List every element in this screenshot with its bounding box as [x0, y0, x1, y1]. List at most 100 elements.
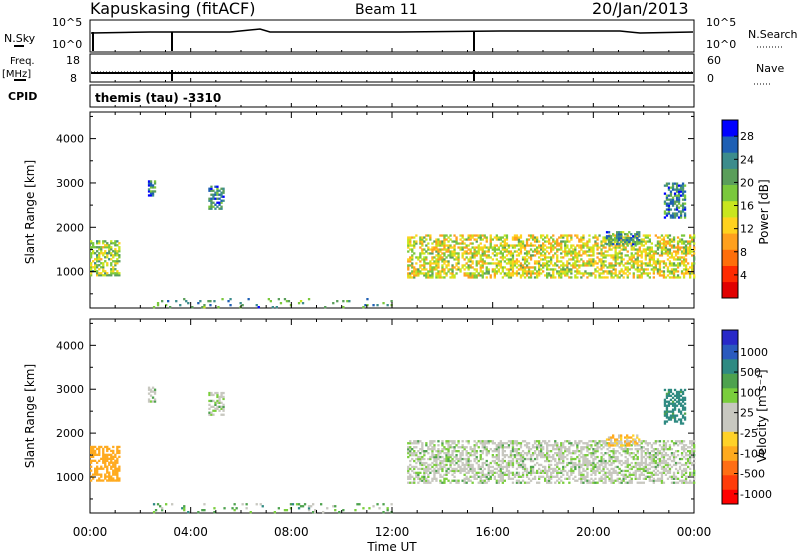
power-cell	[646, 268, 649, 271]
velocity-cell	[554, 459, 557, 463]
power-cell	[614, 272, 617, 275]
power-cell	[632, 272, 635, 275]
power-cell	[479, 260, 482, 263]
velocity-cell	[197, 511, 200, 514]
velocity-cell	[562, 446, 565, 449]
power-cell	[666, 236, 670, 239]
velocity-cell	[670, 448, 674, 451]
velocity-cell	[580, 463, 583, 467]
power-cell	[689, 236, 692, 239]
power-cell	[606, 238, 609, 241]
power-cell	[572, 248, 575, 251]
power-cell	[90, 272, 93, 275]
power-cell	[664, 246, 668, 249]
power-cell	[437, 242, 440, 245]
power-cell	[558, 270, 561, 273]
power-cell	[572, 266, 575, 269]
velocity-cell	[447, 467, 450, 471]
power-cell	[669, 214, 673, 217]
velocity-cell	[656, 473, 660, 476]
power-cell	[669, 192, 673, 195]
power-cell	[287, 300, 291, 303]
velocity-cell	[471, 448, 474, 451]
velocity-cell	[419, 463, 422, 467]
velocity-cell	[427, 473, 430, 476]
power-cell	[443, 258, 446, 261]
power-cell	[550, 242, 553, 245]
power-cell	[576, 276, 579, 279]
velocity-cell	[449, 481, 452, 484]
velocity-cell	[98, 447, 101, 451]
power-cell	[564, 240, 567, 243]
velocity-cell	[527, 450, 531, 453]
velocity-cell	[106, 453, 109, 456]
power-cell	[467, 248, 470, 251]
velocity-cell	[689, 457, 692, 461]
power-cell	[423, 274, 426, 277]
power-cell	[670, 270, 674, 273]
power-cell	[106, 242, 109, 245]
velocity-cell	[644, 469, 647, 473]
velocity-cell	[656, 469, 660, 473]
velocity-cell	[501, 471, 504, 474]
power-cell	[527, 276, 531, 279]
power-cell	[660, 252, 664, 255]
power-cell	[421, 242, 424, 245]
power-cell	[616, 276, 619, 279]
velocity-cell	[114, 465, 117, 468]
power-cell	[463, 238, 466, 241]
power-cell	[554, 264, 557, 267]
power-cell	[221, 298, 224, 301]
power-cell	[590, 246, 593, 249]
velocity-cell	[461, 467, 464, 471]
velocity-cell	[443, 481, 446, 484]
velocity-cell	[602, 446, 605, 449]
velocity-cell	[656, 452, 660, 455]
velocity-cell	[249, 511, 252, 514]
velocity-cell	[675, 394, 679, 397]
power-cell	[106, 244, 109, 247]
power-cell	[674, 270, 678, 273]
velocity-cell	[463, 477, 466, 480]
power-cell	[477, 252, 480, 255]
nsearch-label: N.Search	[748, 28, 798, 41]
velocity-cell	[594, 469, 597, 473]
power-cell	[443, 242, 446, 245]
velocity-cell	[511, 459, 515, 463]
velocity-cell	[112, 457, 115, 460]
velocity-cell	[584, 479, 587, 482]
velocity-cell	[578, 450, 581, 453]
velocity-cell	[558, 467, 561, 471]
velocity-cell	[626, 469, 629, 473]
velocity-cell	[439, 475, 442, 478]
velocity-cell	[479, 477, 482, 480]
velocity-cell	[451, 442, 454, 445]
power-cell	[218, 203, 221, 206]
power-cell	[662, 238, 666, 241]
power-cell	[216, 193, 219, 196]
power-cell	[473, 234, 476, 237]
power-cell	[590, 250, 593, 253]
velocity-cell	[626, 465, 629, 469]
power-cell	[519, 262, 523, 265]
power-cell	[644, 252, 647, 255]
velocity-cell	[501, 457, 504, 461]
velocity-cell	[620, 459, 623, 463]
power-cell	[441, 264, 444, 267]
velocity-cell	[678, 440, 682, 443]
power-cell	[678, 240, 682, 243]
velocity-cell	[481, 452, 484, 455]
velocity-cell	[451, 469, 454, 473]
velocity-cell	[431, 461, 434, 465]
power-cell	[469, 252, 472, 255]
velocity-cell	[497, 457, 500, 461]
velocity-cell	[590, 446, 593, 449]
velocity-cell	[689, 479, 692, 482]
power-cell	[648, 252, 651, 255]
velocity-cell	[314, 509, 317, 512]
velocity-cell	[457, 479, 460, 482]
power-cell	[554, 246, 557, 249]
power-cell	[667, 208, 671, 211]
velocity-cell	[612, 467, 615, 471]
velocity-cell	[507, 471, 511, 474]
